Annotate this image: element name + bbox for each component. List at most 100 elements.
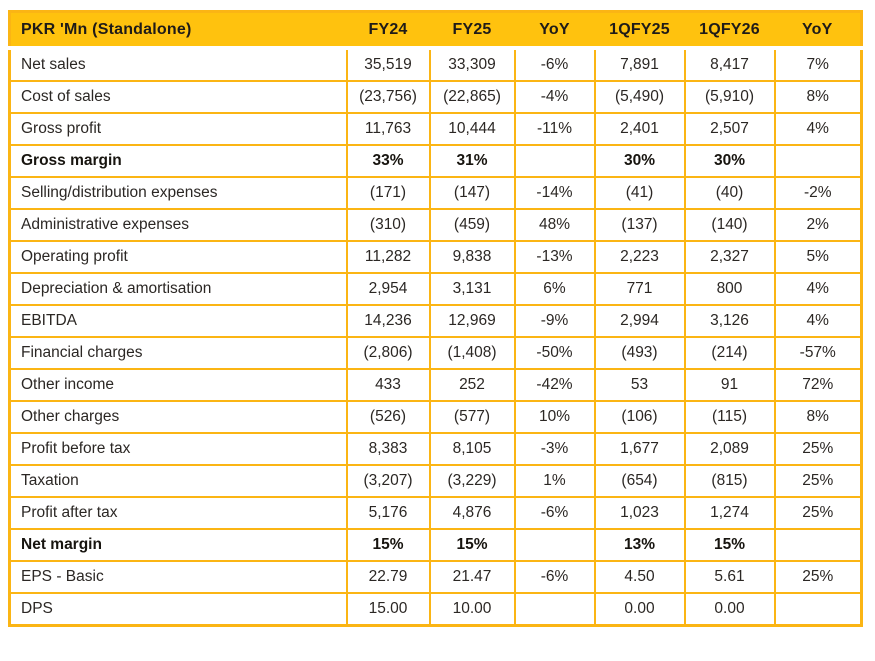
- row-label: Profit after tax: [8, 496, 348, 530]
- table-row: EPS - Basic 22.79 21.47 -6% 4.50 5.61 25%: [8, 560, 863, 594]
- value-cell: (40): [683, 176, 776, 210]
- table-row: Net sales 35,519 33,309 -6% 7,891 8,417 7%: [8, 47, 863, 82]
- row-label: Operating profit: [8, 240, 348, 274]
- value-cell: 252: [428, 368, 516, 402]
- value-cell: -2%: [773, 176, 863, 210]
- value-cell: (654): [593, 464, 686, 498]
- header-col-fy24: FY24: [346, 11, 430, 50]
- row-label: Administrative expenses: [8, 208, 348, 242]
- value-cell: (115): [683, 400, 776, 434]
- value-cell: (2,806): [345, 336, 431, 370]
- value-cell: 1,023: [593, 496, 686, 530]
- value-cell: (493): [593, 336, 686, 370]
- value-cell: (5,490): [593, 80, 686, 114]
- value-cell: (310): [345, 208, 431, 242]
- table-row: Operating profit 11,282 9,838 -13% 2,223 2,32…: [8, 240, 863, 274]
- value-cell: 1,677: [593, 432, 686, 466]
- header-unit-label: PKR 'Mn (Standalone): [9, 11, 347, 50]
- value-cell: 33,309: [428, 47, 516, 82]
- value-cell: 91: [683, 368, 776, 402]
- row-label: Net sales: [8, 47, 348, 82]
- table-row: Depreciation & amortisation 2,954 3,131 6% 7…: [8, 272, 863, 306]
- table-body: Net sales 35,519 33,309 -6% 7,891 8,417 7% Cost…: [8, 47, 863, 627]
- row-label: Other income: [8, 368, 348, 402]
- value-cell: 8,105: [428, 432, 516, 466]
- table-row: Gross profit 11,763 10,444 -11% 2,401 2,507 4%: [8, 112, 863, 146]
- row-label: Other charges: [8, 400, 348, 434]
- value-cell: 0.00: [593, 592, 686, 627]
- value-cell: -4%: [513, 80, 596, 114]
- table-row: EBITDA 14,236 12,969 -9% 2,994 3,126 4%: [8, 304, 863, 338]
- value-cell: (214): [683, 336, 776, 370]
- table-row: Other income 433 252 -42% 53 91 72%: [8, 368, 863, 402]
- table-row: Net margin 15% 15% 13% 15%: [8, 528, 863, 562]
- value-cell: -9%: [513, 304, 596, 338]
- table-row: Taxation (3,207) (3,229) 1% (654) (815) 25%: [8, 464, 863, 498]
- value-cell: [513, 592, 596, 627]
- value-cell: 30%: [683, 144, 776, 178]
- row-label: Profit before tax: [8, 432, 348, 466]
- value-cell: (171): [345, 176, 431, 210]
- value-cell: 8%: [773, 400, 863, 434]
- value-cell: -3%: [513, 432, 596, 466]
- value-cell: -6%: [513, 47, 596, 82]
- value-cell: 35,519: [345, 47, 431, 82]
- value-cell: 25%: [773, 496, 863, 530]
- row-label: Taxation: [8, 464, 348, 498]
- financials-table-container: PKR 'Mn (Standalone) FY24 FY25 YoY 1QFY2…: [8, 10, 863, 627]
- value-cell: 25%: [773, 560, 863, 594]
- value-cell: [513, 144, 596, 178]
- value-cell: 15%: [345, 528, 431, 562]
- value-cell: 11,763: [345, 112, 431, 146]
- row-label: Cost of sales: [8, 80, 348, 114]
- row-label: Net margin: [8, 528, 348, 562]
- value-cell: 5,176: [345, 496, 431, 530]
- row-label: Depreciation & amortisation: [8, 272, 348, 306]
- table-header: PKR 'Mn (Standalone) FY24 FY25 YoY 1QFY2…: [9, 11, 862, 50]
- value-cell: 2,223: [593, 240, 686, 274]
- value-cell: 1%: [513, 464, 596, 498]
- header-col-yoy-annual: YoY: [514, 11, 595, 50]
- value-cell: 15%: [428, 528, 516, 562]
- header-col-fy25: FY25: [429, 11, 515, 50]
- value-cell: 4.50: [593, 560, 686, 594]
- value-cell: 8,383: [345, 432, 431, 466]
- value-cell: 4%: [773, 272, 863, 306]
- row-label: EPS - Basic: [8, 560, 348, 594]
- value-cell: [773, 528, 863, 562]
- financials-table: PKR 'Mn (Standalone) FY24 FY25 YoY 1QFY2…: [8, 10, 863, 627]
- value-cell: (3,207): [345, 464, 431, 498]
- value-cell: (22,865): [428, 80, 516, 114]
- value-cell: 8,417: [683, 47, 776, 82]
- value-cell: [513, 528, 596, 562]
- row-label: Gross margin: [8, 144, 348, 178]
- table-row: Gross margin 33% 31% 30% 30%: [8, 144, 863, 178]
- table-row: Profit after tax 5,176 4,876 -6% 1,023 1,274 2…: [8, 496, 863, 530]
- value-cell: 10%: [513, 400, 596, 434]
- value-cell: 433: [345, 368, 431, 402]
- value-cell: 2,507: [683, 112, 776, 146]
- value-cell: 2%: [773, 208, 863, 242]
- table-row: Administrative expenses (310) (459) 48% (137…: [8, 208, 863, 242]
- table-row: Profit before tax 8,383 8,105 -3% 1,677 2,089…: [8, 432, 863, 466]
- value-cell: (3,229): [428, 464, 516, 498]
- header-row: PKR 'Mn (Standalone) FY24 FY25 YoY 1QFY2…: [9, 11, 862, 50]
- value-cell: (137): [593, 208, 686, 242]
- value-cell: 15.00: [345, 592, 431, 627]
- value-cell: 31%: [428, 144, 516, 178]
- row-label: Gross profit: [8, 112, 348, 146]
- header-col-1qfy26: 1QFY26: [684, 11, 775, 50]
- value-cell: 12,969: [428, 304, 516, 338]
- value-cell: 30%: [593, 144, 686, 178]
- value-cell: 5.61: [683, 560, 776, 594]
- value-cell: 10.00: [428, 592, 516, 627]
- value-cell: -50%: [513, 336, 596, 370]
- value-cell: 4%: [773, 304, 863, 338]
- table-row: Cost of sales (23,756) (22,865) -4% (5,490)(…: [8, 80, 863, 114]
- value-cell: (23,756): [345, 80, 431, 114]
- value-cell: (106): [593, 400, 686, 434]
- table-row: Other charges (526) (577) 10% (106) (115) 8%: [8, 400, 863, 434]
- header-col-1qfy25: 1QFY25: [594, 11, 685, 50]
- value-cell: (459): [428, 208, 516, 242]
- value-cell: 8%: [773, 80, 863, 114]
